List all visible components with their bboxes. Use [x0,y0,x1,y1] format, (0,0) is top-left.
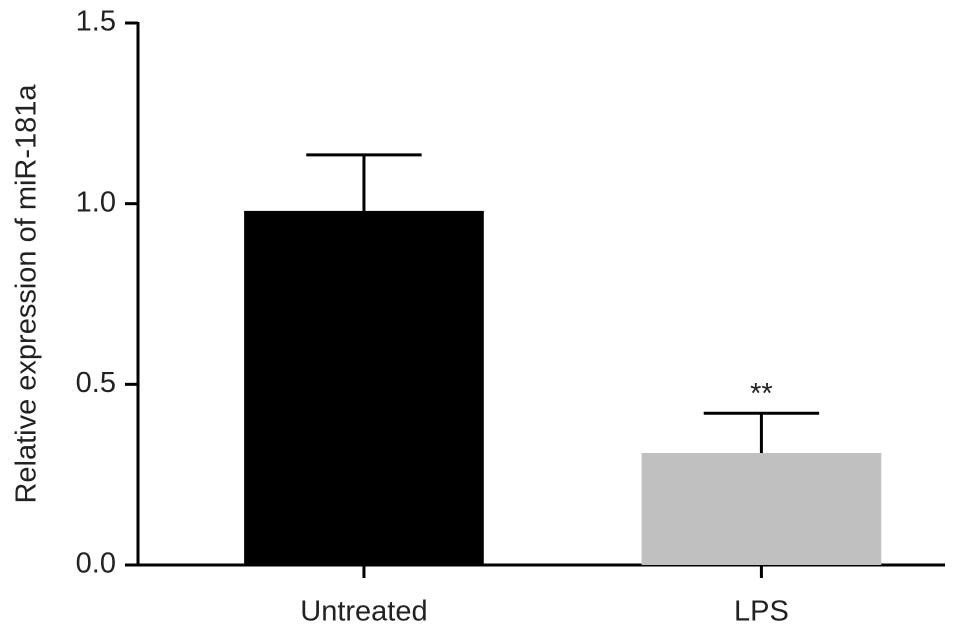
significance-annotation: ** [750,378,773,410]
x-tick-label: LPS [734,596,789,628]
y-tick-label: 0.0 [76,548,116,580]
bar [244,210,484,566]
y-tick-label: 1.5 [76,6,116,38]
x-tick-label: Untreated [300,596,427,628]
y-axis-label: Relative expression of miR-181a [11,84,43,504]
y-tick-label: 1.0 [76,186,116,218]
bar [641,452,882,565]
y-tick-label: 0.5 [76,367,116,399]
